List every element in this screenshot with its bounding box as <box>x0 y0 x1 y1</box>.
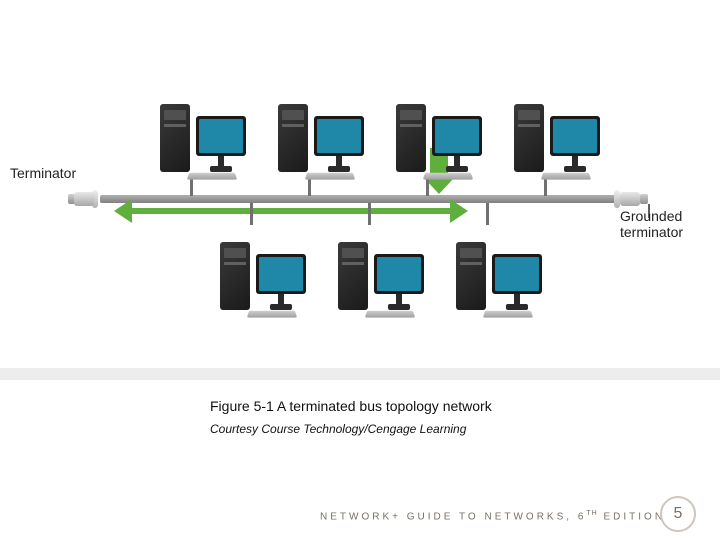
terminator-tip <box>640 194 648 204</box>
footer-main: NETWORK+ GUIDE TO NETWORKS, 6 <box>320 511 586 522</box>
drop-cable <box>250 203 253 225</box>
monitor-neck <box>396 294 402 304</box>
monitor-neck <box>454 156 460 166</box>
signal-arrow-shaft <box>130 208 450 214</box>
workstation <box>220 228 312 318</box>
footer-tail: EDITION <box>598 511 665 522</box>
bus-topology-diagram: Terminator Grounded terminator <box>80 40 640 360</box>
pc-monitor-icon <box>196 116 246 156</box>
footer-sup: TH <box>586 510 597 517</box>
page-number: 5 <box>660 496 696 532</box>
terminator-left-label: Terminator <box>10 165 76 181</box>
pc-tower-icon <box>278 104 308 172</box>
pc-tower-icon <box>338 242 368 310</box>
caption-region: Figure 5-1 A terminated bus topology net… <box>0 380 720 540</box>
signal-arrow-right-head <box>450 199 468 223</box>
monitor-neck <box>218 156 224 166</box>
bus-cable <box>100 195 620 203</box>
keyboard-icon <box>187 173 238 180</box>
keyboard-icon <box>483 311 534 318</box>
pc-tower-icon <box>396 104 426 172</box>
pc-monitor-icon <box>314 116 364 156</box>
keyboard-icon <box>541 173 592 180</box>
monitor-stand <box>328 166 350 172</box>
pc-tower-icon <box>456 242 486 310</box>
footer-text: NETWORK+ GUIDE TO NETWORKS, 6TH EDITION <box>320 510 665 522</box>
monitor-stand <box>210 166 232 172</box>
pc-monitor-icon <box>492 254 542 294</box>
keyboard-icon <box>423 173 474 180</box>
figure-caption: Figure 5-1 A terminated bus topology net… <box>210 398 492 414</box>
terminator-body <box>74 192 94 206</box>
keyboard-icon <box>305 173 356 180</box>
workstation <box>396 90 488 180</box>
terminator-right <box>614 188 652 210</box>
drop-cable <box>368 203 371 225</box>
monitor-stand <box>506 304 528 310</box>
workstation <box>278 90 370 180</box>
monitor-stand <box>564 166 586 172</box>
monitor-neck <box>336 156 342 166</box>
pc-monitor-icon <box>374 254 424 294</box>
drop-cable <box>426 178 429 196</box>
drop-cable <box>544 178 547 196</box>
keyboard-icon <box>365 311 416 318</box>
pc-monitor-icon <box>256 254 306 294</box>
terminator-right-label: Grounded terminator <box>620 208 710 240</box>
drop-cable <box>190 178 193 196</box>
pc-monitor-icon <box>432 116 482 156</box>
figure-courtesy: Courtesy Course Technology/Cengage Learn… <box>210 422 466 436</box>
pc-monitor-icon <box>550 116 600 156</box>
drop-cable <box>308 178 311 196</box>
monitor-neck <box>278 294 284 304</box>
monitor-stand <box>446 166 468 172</box>
workstation <box>338 228 430 318</box>
monitor-stand <box>388 304 410 310</box>
keyboard-icon <box>247 311 298 318</box>
terminator-left <box>68 188 106 210</box>
workstation <box>456 228 548 318</box>
pc-tower-icon <box>220 242 250 310</box>
workstation <box>514 90 606 180</box>
drop-cable <box>486 203 489 225</box>
monitor-neck <box>572 156 578 166</box>
monitor-neck <box>514 294 520 304</box>
monitor-stand <box>270 304 292 310</box>
pc-tower-icon <box>514 104 544 172</box>
workstation <box>160 90 252 180</box>
pc-tower-icon <box>160 104 190 172</box>
terminator-body <box>620 192 640 206</box>
